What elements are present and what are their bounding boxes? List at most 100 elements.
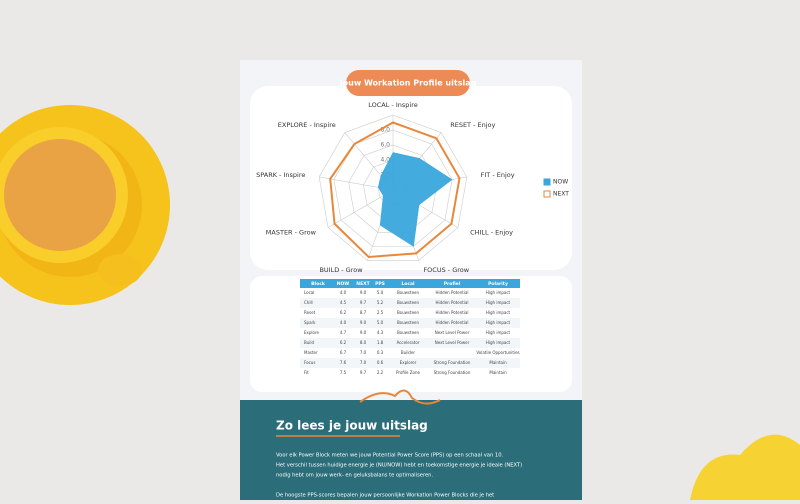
table-cell: High impact: [486, 310, 511, 315]
score-table: Block NOW NEXT PPS Local Profiel Polarity Local…: [300, 279, 520, 375]
table-cell: Hidden Potential: [436, 310, 469, 315]
table-cell: 9.0: [360, 320, 367, 325]
axis-label: FOCUS - Grow: [423, 266, 469, 274]
table-cell: 8.7: [360, 310, 367, 315]
chart-title: Jouw Workation Profile uitslag: [339, 79, 477, 88]
table-cell: Fit: [304, 370, 309, 375]
table-cell: 8.0: [360, 340, 367, 345]
table-cell: High impact: [486, 290, 511, 295]
table-cell: 2.2: [377, 370, 384, 375]
table-cell: Master: [304, 350, 318, 355]
table-cell: Build: [304, 340, 315, 345]
cup-handle: [98, 254, 142, 286]
table-cell: High impact: [486, 330, 511, 335]
wave-decoration: [359, 389, 441, 405]
table-cell: High impact: [486, 300, 511, 305]
table-cell: 5.0: [377, 320, 384, 325]
table-cell: High impact: [486, 340, 511, 345]
table-header-bg: [300, 279, 520, 288]
section-line: Voor elk Power Block meten we jouw Poten…: [276, 453, 503, 459]
section-title: Zo lees je jouw uitslag: [276, 419, 428, 433]
axis-label: BUILD - Grow: [319, 266, 363, 274]
legend-swatch: [543, 190, 551, 198]
tea: [4, 139, 116, 251]
table-cell: Strong Foundation: [434, 360, 471, 365]
table-cell: Next Level Power: [435, 330, 470, 335]
axis-label: LOCAL - Inspire: [368, 101, 417, 109]
table-row-bg: [300, 338, 520, 348]
outer-ring: [318, 114, 468, 261]
table-cell: Accelerator: [397, 340, 420, 345]
axis-label: CHILL - Enjoy: [470, 229, 513, 237]
section-line: De hoogste PPS-scores bepalen jouw perso…: [276, 493, 494, 499]
table-cell: 7.5: [340, 370, 347, 375]
table-cell: Bouwsteen: [397, 310, 420, 315]
table-cell: Bouwsteen: [397, 290, 420, 295]
table-header: Profiel: [444, 281, 461, 287]
table-cell: Strong Foundation: [434, 370, 471, 375]
axis-label: MASTER - Grow: [266, 229, 317, 237]
legend-swatch: [543, 178, 551, 186]
grid-ring: [333, 129, 453, 247]
table-cell: 4.3: [377, 330, 384, 335]
table-cell: 4.0: [340, 290, 347, 295]
table-header: NEXT: [356, 281, 370, 287]
table-cell: Hidden Potential: [436, 320, 469, 325]
table-header: Block: [311, 281, 326, 287]
table-cell: 5.0: [377, 290, 384, 295]
table-cell: 9.7: [360, 370, 367, 375]
table-header: NOW: [337, 281, 350, 287]
next-line: [329, 121, 461, 258]
axis-label: RESET - Enjoy: [450, 121, 495, 129]
table-cell: Maintain: [489, 360, 507, 365]
table-cell: Profile Zone: [396, 370, 420, 375]
table-cell: 0.6: [377, 360, 384, 365]
table-cell: Builder: [401, 350, 416, 355]
table-cell: 6.2: [340, 310, 347, 315]
table-cell: Maintain: [489, 370, 507, 375]
table-cell: 7.6: [340, 360, 347, 365]
table-cell: 4.5: [340, 300, 347, 305]
legend-label: NEXT: [553, 191, 569, 198]
axis-label: FIT - Enjoy: [481, 171, 515, 179]
legend-label: NOW: [553, 179, 568, 186]
section-text: Voor elk Power Block meten we jouw Poten…: [276, 453, 522, 499]
table-cell: Next Level Power: [435, 340, 470, 345]
section-line: nodig hebt om jouw werk- en geluksbalans…: [276, 473, 433, 479]
section-line: Het verschil tussen huidige energie je (…: [276, 463, 522, 469]
table-cell: Reset: [304, 310, 316, 315]
table-cell: Spark: [304, 320, 316, 325]
table-cell: 9.0: [360, 330, 367, 335]
table-cell: Bouwsteen: [397, 300, 420, 305]
spoke: [327, 189, 394, 228]
table-cell: 0.3: [377, 350, 384, 355]
r-tick-label: 4,0: [380, 157, 390, 164]
table-cell: High impact: [486, 320, 511, 325]
axis-label: EXPLORE - Inspire: [278, 121, 336, 129]
title-pill: [346, 70, 470, 96]
table-cell: Chill: [304, 300, 313, 305]
table-row-bg: [300, 358, 520, 368]
table-cell: 5.2: [377, 300, 384, 305]
r-tick-label: 8,0: [380, 127, 390, 134]
table-cell: Hidden Potential: [436, 290, 469, 295]
table-cell: 4.0: [340, 320, 347, 325]
table-cell: 1.8: [377, 340, 384, 345]
table-cell: Volatile Opportunities: [476, 350, 519, 355]
table-cell: Explore: [304, 330, 320, 335]
table-cell: 4.7: [340, 330, 347, 335]
table-cell: 6.7: [340, 350, 347, 355]
table-cell: Hidden Potential: [436, 300, 469, 305]
table-row-bg: [300, 318, 520, 328]
table-cell: Focus: [304, 360, 315, 365]
r-tick-label: 6,0: [380, 142, 390, 149]
table-cell: 7.0: [360, 350, 367, 355]
table-cell: Explorer: [400, 360, 417, 365]
table-header: Polarity: [488, 281, 508, 287]
now-area: [377, 152, 453, 247]
table-header: PPS: [375, 281, 385, 287]
table-cell: Local: [304, 290, 314, 295]
